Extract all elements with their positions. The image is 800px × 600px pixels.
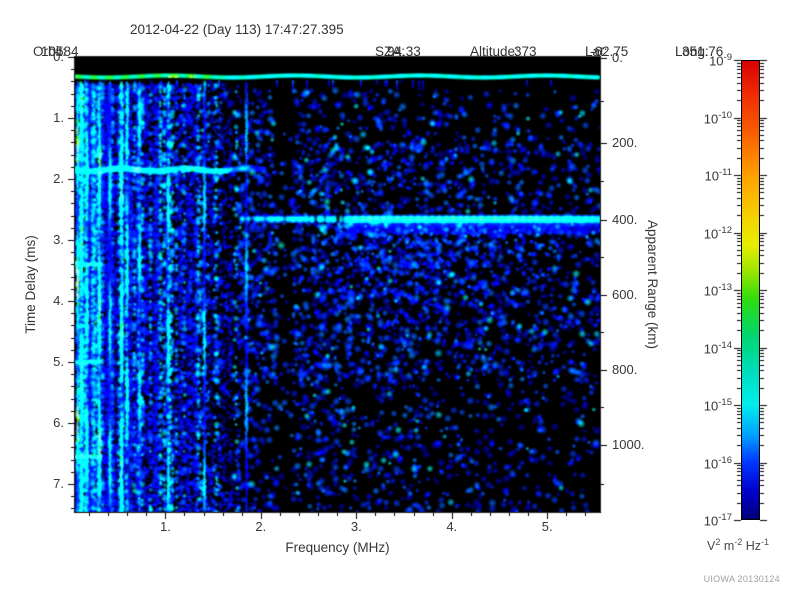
y-tick-label: 0. [53,49,64,64]
colorbar-unit: V2 m-2 Hz-1 [706,537,770,554]
x-axis-title: Frequency (MHz) [285,540,390,555]
y-tick-label: 6. [53,414,64,430]
y-tick-label: 4. [53,292,64,308]
x-tick-label: 4. [446,519,458,534]
y-tick-label: 2. [53,170,64,186]
colorbar-tick-label: 10-16 [703,454,732,471]
watermark: UIOWA 20130124 [703,574,780,584]
y-axis-title: Time Delay (ms) [23,235,38,334]
colorbar-tick-label: 10-13 [703,282,732,299]
y2-tick-label: 0. [612,50,623,66]
x-tick-label: 5. [541,519,553,534]
y2-tick-label: 600. [612,286,638,302]
y2-tick-label: 200. [612,134,638,150]
header-item: 2012-04-22 (Day 113) 17:47:27.395 [130,22,344,37]
y2-tick-label: 400. [612,211,638,227]
colorbar-tick-label: 10-11 [704,167,733,184]
spectrogram-canvas [75,57,600,512]
x-tick-label: 3. [350,519,362,534]
y-tick-label: 3. [53,231,64,247]
colorbar-tick-label: 10-10 [703,109,732,126]
colorbar-tick-label: 10-15 [703,397,732,414]
colorbar-tick-label: 10-17 [703,512,732,529]
colorbar [741,60,760,520]
y2-tick-label: 800. [612,361,638,377]
colorbar-tick-label: 10-12 [703,224,732,241]
x-tick-label: 2. [255,519,267,534]
y-tick-label: 5. [53,353,64,369]
x-tick-label: 1. [159,519,171,534]
spectrogram-plot [75,57,600,512]
colorbar-tick-label: 10-14 [703,339,732,356]
colorbar-tick-label: 10-9 [709,52,732,69]
y-tick-label: 7. [53,475,64,491]
y-tick-label: 1. [53,109,64,125]
y2-tick-label: 1000. [612,436,645,452]
